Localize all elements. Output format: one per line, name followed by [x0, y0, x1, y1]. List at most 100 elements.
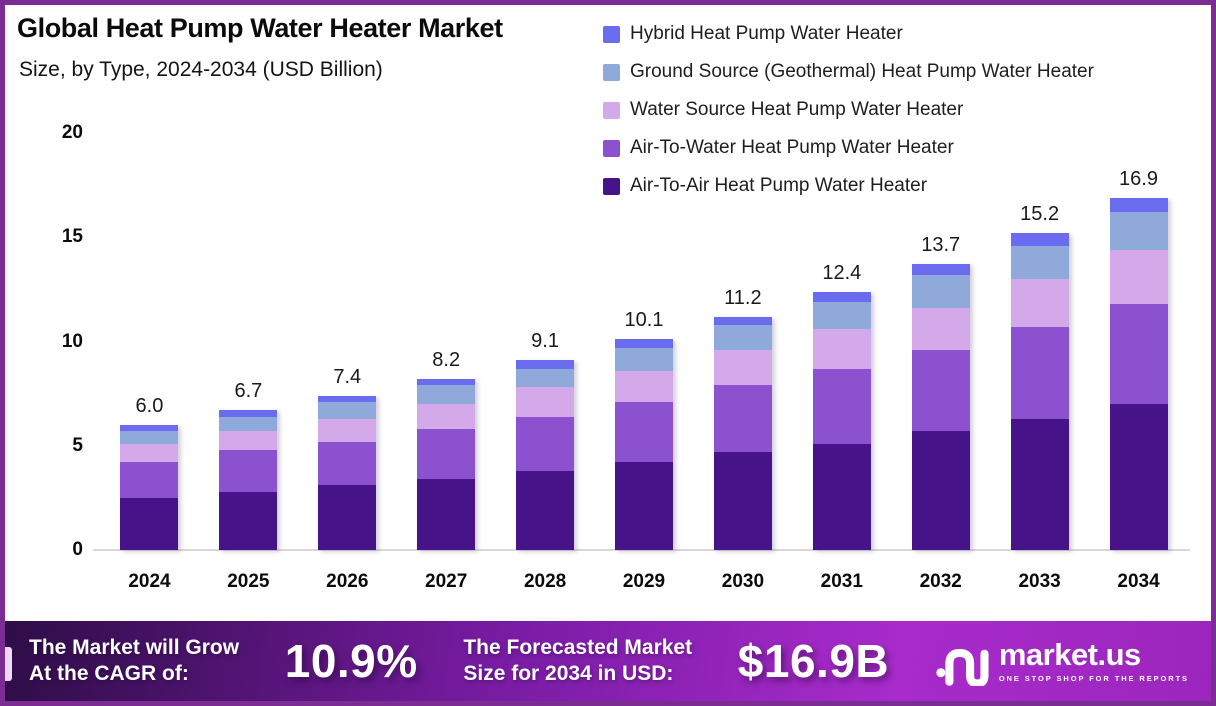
bar-stack — [516, 360, 575, 550]
legend-label: Air-To-Air Heat Pump Water Heater — [630, 175, 928, 196]
bar-column: 12.4 — [792, 133, 891, 550]
forecast-value: $16.9B — [737, 635, 890, 687]
bar-segment — [911, 431, 970, 550]
bar-segment — [911, 308, 970, 350]
bar-column: 13.7 — [891, 133, 990, 550]
cagr-label: The Market will Grow At the CAGR of: — [29, 635, 239, 686]
bar-segment — [516, 360, 575, 369]
bar-segment — [713, 452, 772, 550]
bar-segment — [614, 401, 673, 463]
legend-item: Water Source Heat Pump Water Heater — [603, 91, 1094, 129]
bar-segment — [1010, 245, 1069, 279]
bar-segment — [120, 424, 179, 432]
bar-segment — [812, 301, 871, 330]
bar-segment — [417, 385, 476, 405]
bar-segment — [614, 339, 673, 348]
bar-segment — [713, 316, 772, 325]
bar-stack — [1010, 233, 1069, 550]
x-axis-label: 2033 — [1018, 571, 1061, 592]
bar-segment — [911, 264, 970, 275]
marketus-logo-icon — [936, 648, 989, 686]
bar-segment — [318, 485, 377, 550]
bar-stack — [120, 424, 179, 550]
y-tick-label: 10 — [61, 330, 83, 352]
banner-accent-stripe — [5, 647, 12, 681]
bar-column: 15.2 — [990, 133, 1089, 550]
bar-stack — [614, 339, 673, 550]
cagr-label-line1: The Market will Grow — [29, 636, 240, 660]
x-axis-label: 2031 — [820, 571, 863, 592]
bar-column: 6.7 — [199, 133, 298, 550]
marketus-logo: market.us ONE STOP SHOP FOR THE REPORTS — [935, 636, 1189, 686]
bar-stack — [1109, 197, 1168, 550]
bar-column: 6.0 — [100, 133, 199, 550]
bar-segment — [812, 291, 871, 302]
bar-stack — [219, 410, 278, 550]
forecast-label-line2: Size for 2034 in USD: — [463, 662, 674, 685]
bar-segment — [318, 402, 377, 419]
y-tick-label: 5 — [72, 434, 83, 456]
x-axis-label: 2027 — [425, 571, 468, 592]
bar-segment — [219, 449, 278, 492]
bar-stack — [911, 264, 970, 550]
bar-total-label: 8.2 — [432, 349, 461, 372]
bar-segment — [614, 370, 673, 402]
logo-name: market.us — [998, 637, 1141, 672]
bar-total-label: 6.7 — [234, 380, 263, 403]
marketus-logo-text: market.us ONE STOP SHOP FOR THE REPORTS — [999, 639, 1189, 683]
bar-segment — [1109, 303, 1168, 405]
bar-stack — [713, 316, 772, 550]
x-axis-label: 2030 — [721, 571, 765, 592]
bar-column: 7.4 — [298, 133, 397, 550]
x-axis-label: 2026 — [326, 571, 369, 592]
bar-stack — [812, 291, 871, 550]
bar-segment — [417, 379, 476, 386]
logo-tagline: ONE STOP SHOP FOR THE REPORTS — [998, 674, 1189, 683]
bar-segment — [516, 387, 575, 417]
bar-segment — [812, 443, 871, 550]
bar-column: 11.2 — [693, 133, 792, 550]
legend-swatch-icon — [603, 63, 620, 81]
legend-label: Air-To-Water Heat Pump Water Heater — [630, 137, 954, 158]
bar-total-label: 15.2 — [1020, 203, 1060, 226]
legend-item: Air-To-Water Heat Pump Water Heater — [603, 129, 1094, 167]
bar-total-label: 9.1 — [531, 330, 559, 353]
legend-item: Hybrid Heat Pump Water Heater — [603, 15, 1094, 53]
bar-column: 10.1 — [595, 133, 694, 550]
x-axis-label: 2034 — [1117, 571, 1160, 592]
bar-segment — [713, 385, 772, 453]
bar-segment — [120, 443, 179, 463]
legend-swatch-icon — [603, 139, 620, 157]
legend-item: Ground Source (Geothermal) Heat Pump Wat… — [603, 53, 1094, 91]
bar-segment — [911, 274, 970, 309]
bar-column: 9.1 — [496, 133, 595, 550]
bar-segment — [1109, 404, 1168, 550]
plot-area: 6.0 6.7 7.4 8.2 9.1 10.1 11.2 12.4 13.7 15.2 16.9 — [100, 133, 1188, 550]
bar-segment — [1010, 233, 1069, 246]
bar-stack — [318, 395, 377, 550]
forecast-label: The Forecasted Market Size for 2034 in U… — [463, 635, 692, 686]
legend-item: Air-To-Air Heat Pump Water Heater — [603, 167, 1094, 205]
bar-total-label: 12.4 — [822, 261, 862, 284]
y-axis: 0 5 10 15 20 — [5, 122, 83, 560]
legend-swatch-icon — [603, 177, 620, 195]
bar-segment — [318, 395, 377, 402]
x-axis-line — [93, 549, 1190, 551]
bar-column: 16.9 — [1089, 133, 1188, 550]
bar-segment — [120, 431, 179, 444]
legend-label: Hybrid Heat Pump Water Heater — [630, 23, 903, 44]
legend-swatch-icon — [603, 25, 620, 43]
bar-segment — [614, 462, 673, 550]
bar-segment — [516, 470, 575, 550]
bar-segment — [812, 329, 871, 369]
x-axis-label: 2032 — [919, 571, 962, 592]
x-axis-label: 2028 — [523, 571, 567, 592]
bar-segment — [318, 418, 377, 442]
legend-label: Ground Source (Geothermal) Heat Pump Wat… — [630, 61, 1094, 82]
chart-header: Global Heat Pump Water Heater Market Siz… — [17, 13, 617, 82]
legend-label: Water Source Heat Pump Water Heater — [630, 99, 964, 120]
bar-segment — [318, 441, 377, 486]
bar-segment — [1109, 249, 1168, 304]
bar-segment — [1109, 212, 1168, 250]
bar-segment — [120, 462, 179, 498]
